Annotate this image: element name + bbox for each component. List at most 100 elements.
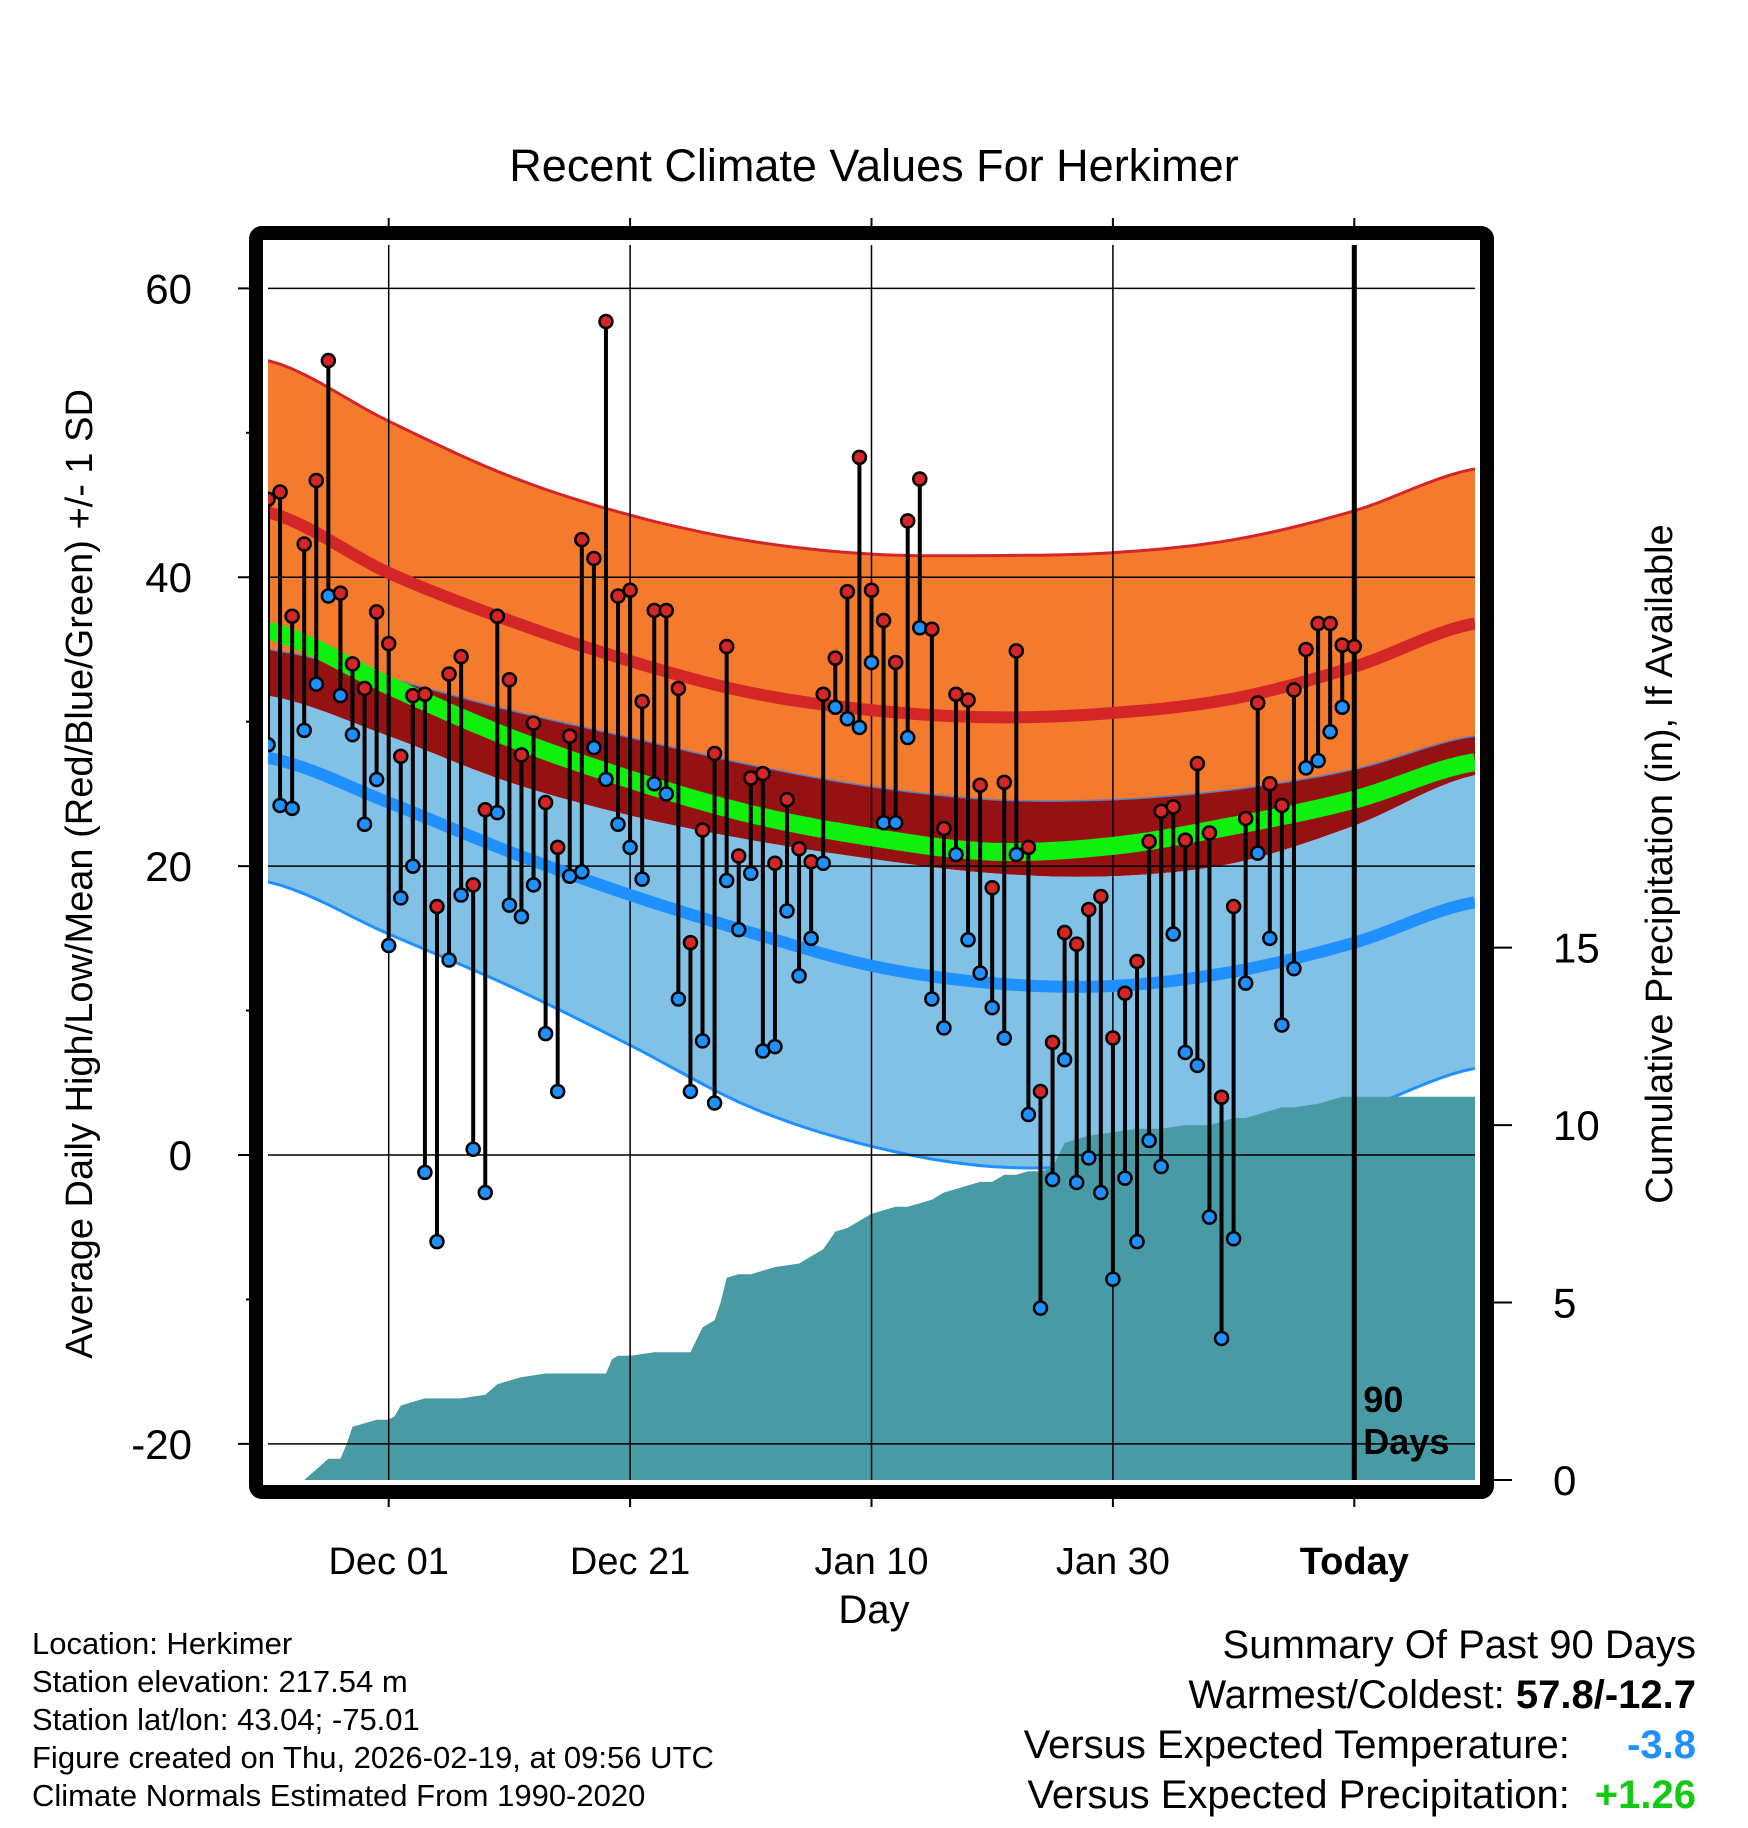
- daily-high-point: [332, 585, 349, 601]
- daily-high-point: [1044, 1034, 1061, 1051]
- daily-high-point: [1225, 898, 1242, 915]
- daily-low-point: [682, 1083, 699, 1100]
- daily-high-point: [562, 728, 578, 744]
- daily-high-point: [296, 536, 312, 552]
- y2-tick-label: 15: [1553, 925, 1600, 972]
- daily-high-point: [1068, 936, 1085, 952]
- daily-high-point: [393, 748, 409, 765]
- daily-low-point: [1286, 960, 1302, 977]
- daily-high-point: [815, 686, 831, 702]
- y2-tick-label: 5: [1553, 1280, 1576, 1327]
- daily-high-point: [1093, 888, 1109, 905]
- daily-high-point: [718, 638, 735, 655]
- daily-high-point: [1213, 1089, 1230, 1105]
- daily-low-point: [268, 737, 276, 753]
- high-normal-line: [268, 506, 1475, 724]
- daily-high-point: [465, 877, 481, 893]
- summary-precip-label: Versus Expected Precipitation:: [1027, 1773, 1570, 1817]
- daily-high-point: [972, 777, 988, 793]
- daily-high-point: [1189, 755, 1206, 772]
- daily-low-point: [441, 952, 457, 968]
- daily-high-point: [658, 602, 675, 619]
- daily-low-point: [574, 864, 590, 880]
- daily-high-point: [268, 491, 276, 507]
- daily-high-point: [1117, 985, 1133, 1001]
- daily-high-point: [730, 848, 747, 864]
- daily-low-point: [1032, 1300, 1049, 1316]
- daily-high-point: [863, 582, 880, 598]
- daily-low-point: [393, 890, 409, 906]
- daily-high-point: [429, 898, 445, 915]
- daily-low-point: [1249, 845, 1266, 861]
- daily-low-point: [670, 991, 687, 1007]
- daily-low-point: [646, 776, 662, 792]
- y2-axis-label: Cumulative Precipitation (in), If Availa…: [1639, 524, 1681, 1203]
- daily-low-point: [1165, 926, 1181, 942]
- daily-low-point: [1117, 1170, 1133, 1186]
- daily-low-point: [960, 932, 976, 948]
- daily-high-point: [453, 648, 469, 665]
- info-location: Location: Herkimer: [32, 1626, 293, 1661]
- daily-high-point: [501, 672, 518, 688]
- summary-temp-label: Versus Expected Temperature:: [1023, 1723, 1570, 1767]
- daily-high-point: [767, 855, 783, 871]
- daily-low-point: [634, 871, 650, 887]
- daily-high-point: [960, 692, 976, 708]
- daily-high-point: [1262, 776, 1278, 792]
- daily-high-point: [924, 621, 940, 637]
- daily-low-point: [1334, 699, 1350, 715]
- today-annotation: Days: [1363, 1421, 1449, 1462]
- daily-low-point: [1322, 724, 1338, 740]
- low-normal-line: [268, 751, 1475, 993]
- daily-high-point: [1346, 638, 1363, 655]
- daily-low-point: [308, 676, 325, 692]
- daily-low-point: [706, 1095, 723, 1111]
- daily-high-point: [1105, 1030, 1121, 1046]
- summary-block: Summary Of Past 90 Days Warmest/Coldest:…: [1024, 1620, 1696, 1820]
- daily-low-point: [1298, 760, 1314, 776]
- daily-high-point: [1141, 833, 1157, 850]
- daily-low-point: [344, 726, 361, 743]
- summary-temp-row: Versus Expected Temperature: -3.8: [1024, 1720, 1696, 1770]
- daily-high-point: [368, 604, 385, 620]
- summary-precip-value: +1.26: [1594, 1773, 1696, 1817]
- y-tick-label: 40: [145, 554, 192, 601]
- daily-high-point: [598, 313, 614, 330]
- summary-temp-value: -3.8: [1627, 1723, 1696, 1767]
- daily-high-point: [574, 531, 590, 548]
- daily-high-point: [912, 471, 928, 487]
- daily-high-point: [694, 822, 711, 838]
- daily-low-point: [1189, 1057, 1206, 1074]
- daily-high-point: [1020, 839, 1037, 856]
- daily-high-point: [875, 612, 892, 629]
- daily-low-point: [1201, 1209, 1218, 1225]
- daily-high-point: [1056, 924, 1073, 941]
- x-tick-label: Dec 01: [328, 1541, 448, 1583]
- daily-low-point: [1262, 930, 1278, 947]
- daily-high-point: [682, 934, 699, 951]
- daily-high-point: [610, 588, 626, 604]
- daily-low-point: [815, 855, 831, 871]
- daily-high-point: [887, 654, 904, 671]
- daily-high-point: [1165, 799, 1181, 815]
- daily-high-point: [1298, 641, 1314, 658]
- daily-high-point: [320, 352, 337, 369]
- daily-low-point: [827, 699, 844, 715]
- summary-title: Summary Of Past 90 Days: [1222, 1623, 1696, 1667]
- daily-low-point: [803, 930, 819, 947]
- daily-low-point: [851, 719, 868, 736]
- daily-low-point: [718, 872, 735, 889]
- daily-low-point: [368, 771, 385, 788]
- daily-low-point: [453, 887, 469, 903]
- daily-low-point: [694, 1033, 711, 1049]
- y-axis-label: Average Daily High/Low/Mean (Red/Blue/Gr…: [59, 389, 101, 1359]
- y-tick-label: 60: [145, 265, 192, 312]
- daily-low-point: [839, 711, 856, 727]
- daily-high-point: [899, 513, 916, 529]
- daily-low-point: [1105, 1271, 1121, 1287]
- y2-tick-label: 0: [1553, 1457, 1576, 1504]
- daily-high-point: [851, 449, 868, 466]
- daily-high-point: [706, 745, 723, 762]
- daily-high-point: [1129, 953, 1145, 970]
- daily-high-point: [1201, 825, 1218, 841]
